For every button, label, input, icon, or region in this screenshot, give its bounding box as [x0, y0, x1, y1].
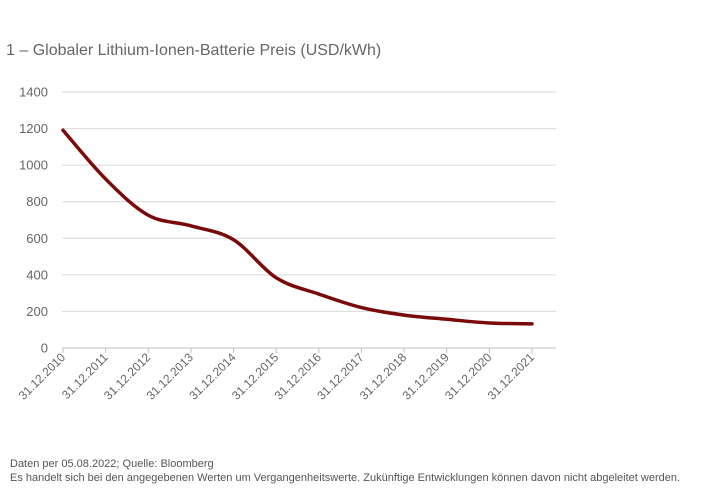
- y-tick-label: 400: [26, 267, 48, 282]
- data-point: [146, 213, 150, 217]
- line-chart: 0 200 400 600 800 1000 1200 1400 31.12.201031.1…: [16, 85, 556, 403]
- data-point: [61, 128, 65, 132]
- source-note: Daten per 05.08.2022; Quelle: Bloomberg: [10, 458, 214, 470]
- y-tick-label: 1000: [19, 158, 48, 173]
- data-point: [317, 292, 321, 296]
- y-tick-label: 200: [26, 304, 48, 319]
- data-point: [274, 276, 278, 280]
- data-point: [104, 177, 108, 181]
- y-tick-label: 1400: [19, 85, 48, 100]
- data-point: [445, 317, 449, 321]
- y-tick-label: 1200: [19, 121, 48, 136]
- x-axis-ticks: 31.12.201031.12.201131.12.201231.12.2013…: [16, 348, 538, 403]
- gridlines: [62, 91, 556, 349]
- data-point: [487, 321, 491, 325]
- x-tick-label: 31.12.2021: [485, 350, 538, 403]
- data-point: [359, 306, 363, 310]
- y-tick-label: 800: [26, 194, 48, 209]
- series-layer: [61, 128, 534, 326]
- data-point: [530, 322, 534, 326]
- disclaimer-note: Es handelt sich bei den angegebenen Wert…: [10, 472, 681, 484]
- data-point: [232, 238, 236, 242]
- data-point: [189, 224, 193, 228]
- y-axis-ticks: 0 200 400 600 800 1000 1200 1400: [19, 85, 48, 356]
- data-point: [402, 313, 406, 317]
- y-tick-label: 0: [41, 341, 48, 356]
- y-tick-label: 600: [26, 231, 48, 246]
- series-line: [61, 128, 534, 326]
- chart-title: 1 – Globaler Lithium-Ionen-Batterie Prei…: [6, 42, 382, 59]
